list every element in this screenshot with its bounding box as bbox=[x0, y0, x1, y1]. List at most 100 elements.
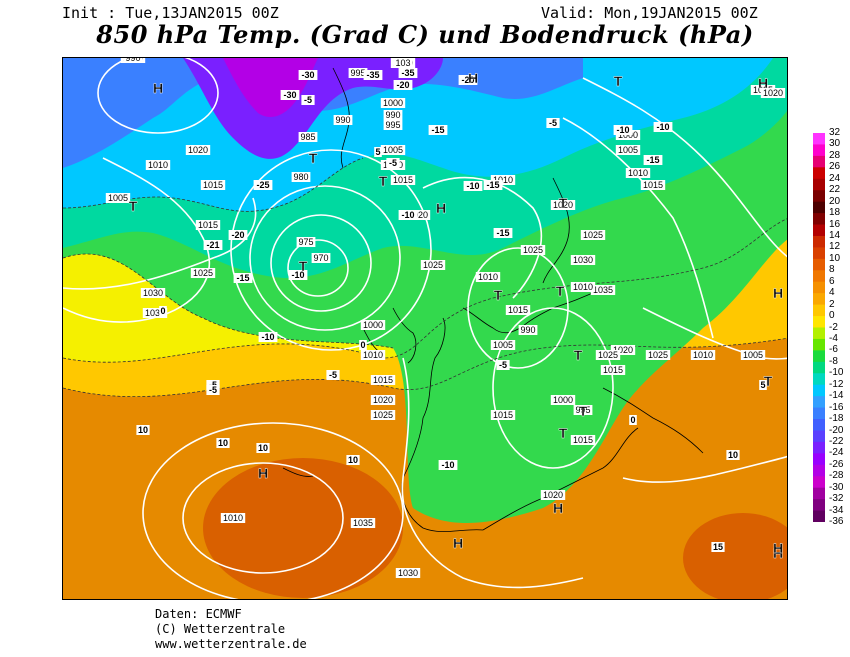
legend-swatch bbox=[813, 499, 825, 512]
pressure-label: 990 bbox=[520, 325, 535, 335]
label-background bbox=[256, 443, 270, 453]
pressure-label: 1005 bbox=[108, 193, 128, 203]
label-background bbox=[520, 245, 546, 255]
label-background bbox=[350, 518, 376, 528]
isobar-1020-southeast bbox=[622, 455, 787, 483]
temperature-label: -5 bbox=[329, 370, 337, 380]
label-background bbox=[370, 395, 396, 405]
temperature-label: -20 bbox=[461, 75, 474, 85]
legend-swatch bbox=[813, 167, 825, 180]
label-background bbox=[298, 70, 318, 80]
temperature-label: 0 bbox=[630, 415, 635, 425]
legend-tick-label: 8 bbox=[829, 264, 835, 276]
label-background bbox=[333, 115, 353, 125]
legend-swatch bbox=[813, 201, 825, 214]
pressure-label: 1030 bbox=[573, 255, 593, 265]
pressure-label: 1010 bbox=[363, 350, 383, 360]
legend-tick-label: -6 bbox=[829, 344, 838, 356]
isobar-1025-south bbox=[401, 357, 584, 589]
pressure-label: 975 bbox=[298, 237, 313, 247]
label-background bbox=[518, 325, 538, 335]
pressure-label: 1020 bbox=[553, 200, 573, 210]
temperature-label: 10 bbox=[218, 438, 228, 448]
low-pressure-symbol: T bbox=[574, 347, 583, 363]
pressure-label: 1015 bbox=[393, 175, 413, 185]
high-pressure-symbol: H bbox=[468, 70, 478, 86]
credits-url: www.wetterzentrale.de bbox=[155, 637, 307, 651]
label-background bbox=[370, 375, 396, 385]
legend-tick-label: 14 bbox=[829, 230, 841, 241]
legend-swatch bbox=[813, 155, 825, 168]
pressure-label: 1000 bbox=[363, 320, 383, 330]
legend-tick-label: 18 bbox=[829, 207, 841, 219]
isobar-1030 bbox=[142, 422, 404, 599]
label-background bbox=[546, 118, 560, 128]
label-background bbox=[296, 237, 316, 247]
pressure-label: 1015 bbox=[373, 375, 393, 385]
legend-swatch bbox=[813, 235, 825, 248]
temperature-label: -10 bbox=[616, 125, 629, 135]
credits-data-source: Daten: ECMWF bbox=[155, 607, 242, 621]
legend-swatch bbox=[813, 316, 825, 328]
label-background bbox=[360, 320, 386, 330]
high-pressure-symbol: H bbox=[258, 465, 268, 481]
label-background bbox=[505, 305, 531, 315]
legend-tick-label: -4 bbox=[829, 332, 838, 344]
coastline-scandinavia bbox=[542, 177, 570, 284]
label-background bbox=[610, 345, 636, 355]
pressure-label: 1005 bbox=[383, 145, 403, 155]
pressure-label: 1010 bbox=[223, 513, 243, 523]
label-background bbox=[298, 132, 318, 142]
label-background bbox=[258, 332, 278, 342]
legend-tick-label: 20 bbox=[829, 195, 841, 207]
label-background bbox=[374, 147, 382, 157]
temperature-label: -30 bbox=[283, 90, 296, 100]
pressure-label: 1015 bbox=[493, 410, 513, 420]
high-pressure-symbol: H bbox=[773, 545, 783, 561]
high-pressure-symbol: H bbox=[553, 500, 563, 516]
legend-swatch bbox=[813, 361, 825, 374]
weather-map: 1020100099599098598097597099099510001005… bbox=[62, 57, 788, 600]
legend-tick-label: -24 bbox=[829, 447, 844, 459]
label-background bbox=[200, 180, 226, 190]
label-background bbox=[140, 288, 166, 298]
legend-swatch bbox=[813, 270, 825, 283]
label-background bbox=[123, 58, 143, 63]
pressure-label: 1015 bbox=[198, 220, 218, 230]
legend-tick-label: 24 bbox=[829, 172, 841, 184]
temperature-label: 10 bbox=[258, 443, 268, 453]
legend-swatch bbox=[813, 464, 825, 477]
legend-tick-label: -32 bbox=[829, 493, 844, 505]
temp-band-purple bbox=[223, 58, 318, 118]
legend-tick-label: -28 bbox=[829, 470, 844, 482]
label-background bbox=[195, 220, 221, 230]
pressure-label: 1035 bbox=[145, 308, 165, 318]
label-background bbox=[142, 308, 168, 318]
temperature-label: -10 bbox=[261, 332, 274, 342]
credits-copyright: (C) Wetterzentrale bbox=[155, 622, 286, 636]
label-background bbox=[570, 282, 596, 292]
temperature-labels: -30 -35-30-20-35-25-21-20-15-10-50-10-551… bbox=[136, 68, 767, 552]
legend-tick-label: -18 bbox=[829, 413, 844, 424]
label-background bbox=[550, 395, 576, 405]
legend-swatch bbox=[813, 338, 825, 351]
label-background bbox=[493, 228, 513, 238]
isotherm-minus5 bbox=[63, 253, 394, 349]
low-pressure-symbol: T bbox=[494, 287, 503, 303]
legend-swatch bbox=[813, 178, 825, 191]
coastline-balkans bbox=[602, 387, 704, 454]
legend-swatch bbox=[813, 224, 825, 237]
label-background bbox=[726, 450, 740, 460]
isobar-1020-west bbox=[63, 197, 257, 290]
label-background bbox=[185, 145, 211, 155]
temperature-label: -10 bbox=[656, 122, 669, 132]
label-background bbox=[645, 350, 671, 360]
isobar-1015-west bbox=[63, 157, 211, 323]
legend-swatch bbox=[813, 396, 825, 409]
low-pressure-symbol: T bbox=[309, 150, 318, 166]
high-pressure-symbol: H bbox=[773, 285, 783, 301]
pressure-label: 1035 bbox=[593, 285, 613, 295]
label-background bbox=[711, 542, 725, 552]
temperature-label: -30 bbox=[301, 70, 314, 80]
legend-swatch bbox=[813, 190, 825, 203]
